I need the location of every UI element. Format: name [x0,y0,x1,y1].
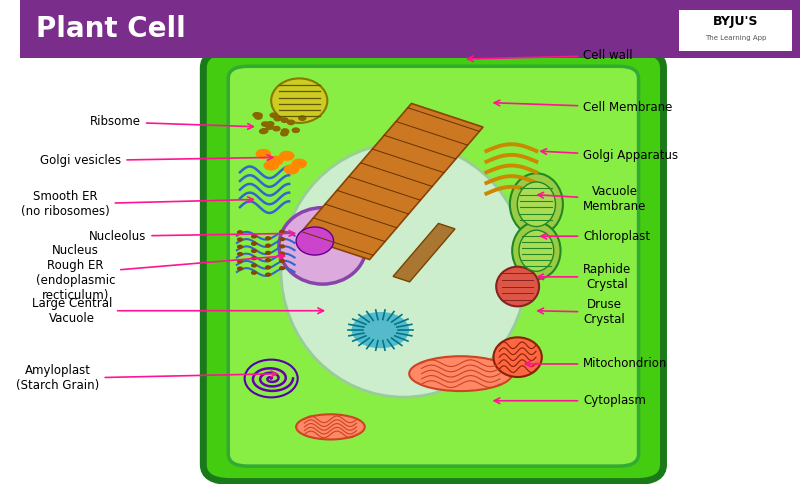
Circle shape [255,115,262,119]
Circle shape [252,271,256,274]
FancyBboxPatch shape [679,10,792,51]
Circle shape [292,159,306,168]
Circle shape [238,260,242,263]
Text: Golgi Apparatus: Golgi Apparatus [541,149,678,162]
Circle shape [256,150,270,158]
Ellipse shape [519,230,554,271]
Text: Golgi vesicles: Golgi vesicles [40,154,273,167]
Text: Mitochondrion: Mitochondrion [526,358,667,370]
Text: Cell Membrane: Cell Membrane [494,100,673,114]
Circle shape [262,122,269,126]
Text: Amyloplast
(Starch Grain): Amyloplast (Starch Grain) [16,364,277,393]
Circle shape [252,264,256,267]
Circle shape [252,257,256,259]
Ellipse shape [410,356,512,391]
Circle shape [266,251,270,254]
Ellipse shape [496,267,539,306]
Circle shape [280,245,285,248]
Circle shape [252,242,256,245]
Text: Nucleus
Rough ER
(endoplasmic
recticulum): Nucleus Rough ER (endoplasmic recticulum… [36,244,285,302]
Text: Plant Cell: Plant Cell [36,15,186,43]
Circle shape [280,267,285,270]
Circle shape [285,165,298,174]
Circle shape [280,259,285,262]
Ellipse shape [494,337,542,377]
Circle shape [280,252,285,255]
Circle shape [282,130,289,134]
Circle shape [255,113,262,118]
Circle shape [292,128,299,133]
Circle shape [266,273,270,276]
Circle shape [274,117,281,121]
Text: Ribsome: Ribsome [90,116,254,129]
Circle shape [266,258,270,261]
Circle shape [252,235,256,238]
Circle shape [260,129,266,134]
Circle shape [352,313,409,348]
Circle shape [273,126,280,131]
Ellipse shape [296,414,365,439]
Circle shape [238,253,242,256]
FancyBboxPatch shape [20,0,800,58]
Ellipse shape [281,143,526,397]
Ellipse shape [518,182,555,227]
Circle shape [282,129,289,133]
Circle shape [238,231,242,234]
Text: BYJU'S: BYJU'S [714,15,758,28]
Circle shape [264,161,278,170]
Text: Vacuole
Membrane: Vacuole Membrane [538,185,646,213]
Text: The Learning App: The Learning App [706,35,766,41]
Text: Smooth ER
(no ribosomes): Smooth ER (no ribosomes) [21,190,254,218]
Circle shape [281,132,288,136]
Circle shape [281,118,288,122]
Text: Large Central
Vacuole: Large Central Vacuole [32,297,323,325]
Circle shape [266,121,274,126]
Text: Druse
Crystal: Druse Crystal [538,298,625,326]
Ellipse shape [279,208,366,284]
Polygon shape [393,224,455,282]
Circle shape [266,125,274,129]
Text: Raphide
Crystal: Raphide Crystal [538,263,631,291]
Text: Cytoplasm: Cytoplasm [494,394,646,407]
Circle shape [280,238,285,241]
Circle shape [269,156,283,165]
Circle shape [238,267,242,270]
Text: Cell wall: Cell wall [468,49,633,62]
FancyBboxPatch shape [203,51,663,482]
Circle shape [280,151,294,160]
Ellipse shape [271,78,327,123]
Circle shape [266,244,270,247]
Circle shape [298,116,306,121]
Circle shape [280,230,285,233]
Polygon shape [298,104,483,259]
Circle shape [270,113,277,118]
Circle shape [238,245,242,248]
Circle shape [266,237,270,240]
FancyBboxPatch shape [228,66,638,466]
Circle shape [252,249,256,252]
Circle shape [266,266,270,269]
Circle shape [238,238,242,241]
Text: Nucleolus: Nucleolus [89,230,294,242]
Ellipse shape [510,173,563,235]
Ellipse shape [512,222,561,279]
Ellipse shape [296,227,334,255]
Text: Chloroplast: Chloroplast [541,230,650,242]
Circle shape [261,129,268,133]
Circle shape [253,113,260,117]
Circle shape [287,120,294,124]
